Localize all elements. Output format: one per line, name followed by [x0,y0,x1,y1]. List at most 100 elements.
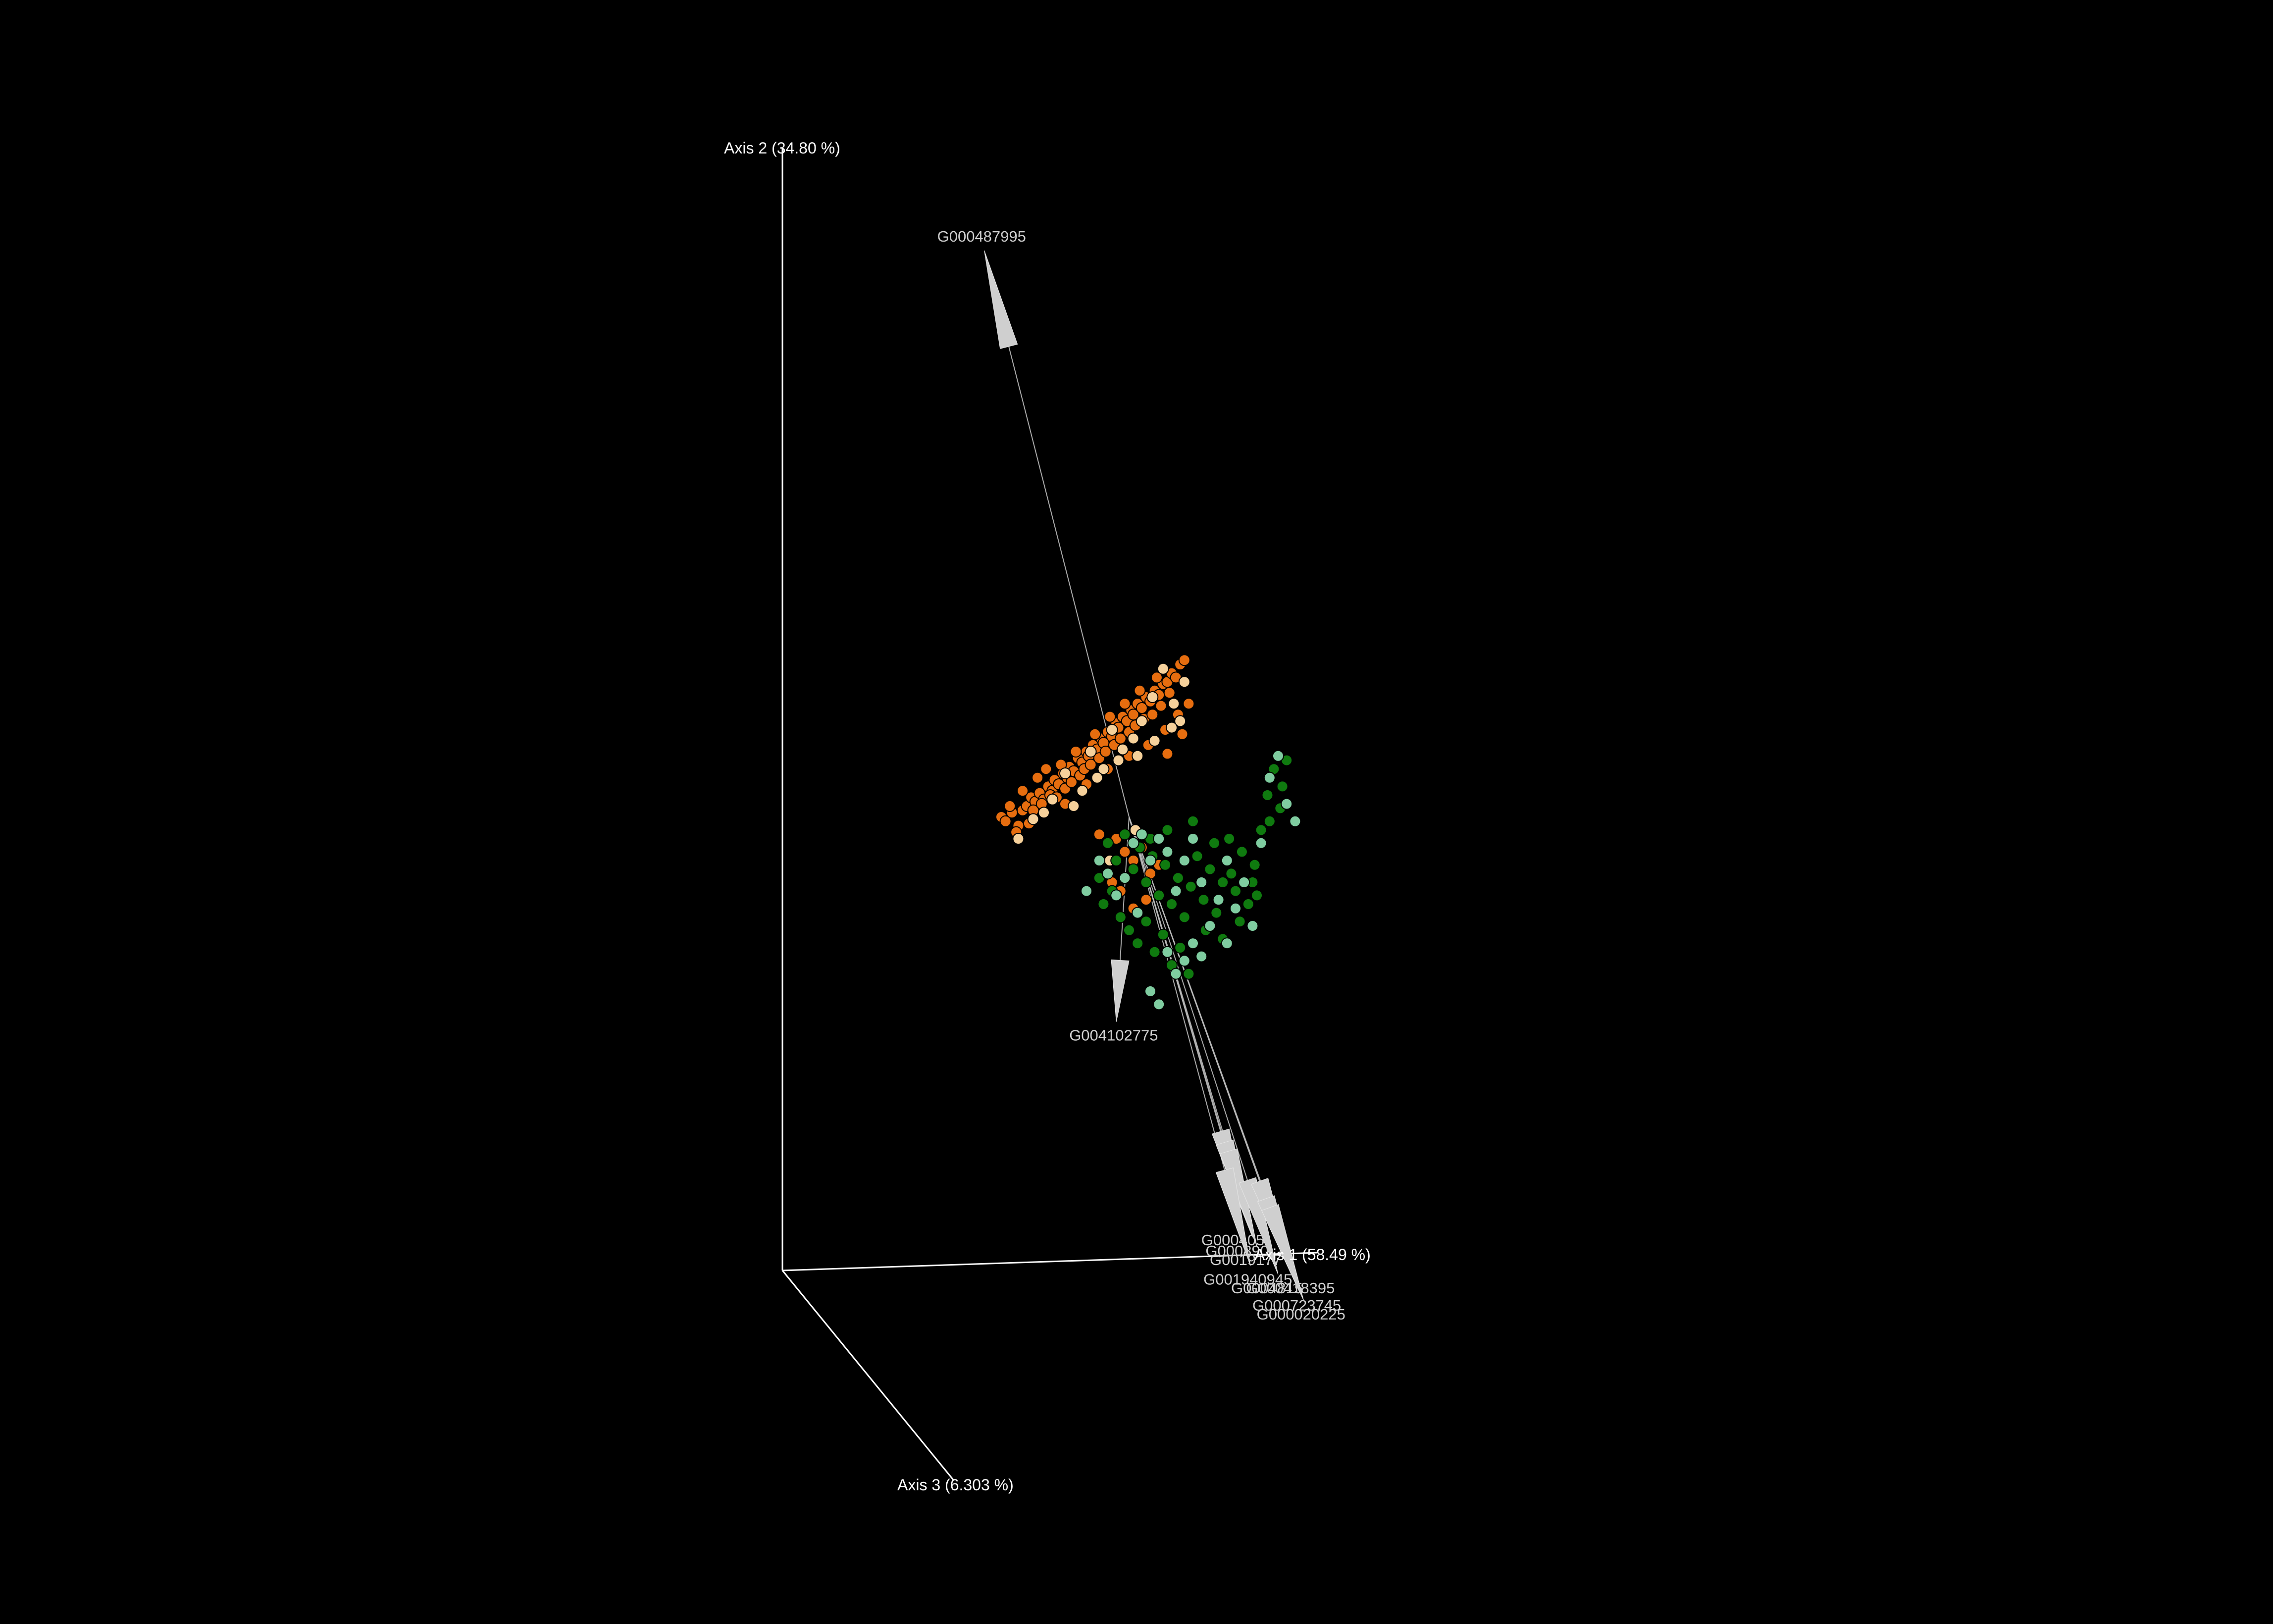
sample-point [1166,721,1178,734]
sample-point [1132,750,1144,762]
sample-point [1263,771,1276,784]
sample-point [1248,859,1261,871]
arrow-label: G000418395 [1246,1279,1335,1297]
sample-point [1197,894,1210,906]
sample-point [1027,813,1039,825]
sample-point [1157,928,1169,941]
axis-labels: Axis 2 (34.80 %) Axis 1 (58.49 %) Axis 3… [724,139,1371,1494]
sample-point [1106,724,1118,736]
sample-point [1187,833,1199,845]
sample-point [1204,920,1216,932]
sample-point [1119,872,1131,884]
sample-point [1119,846,1131,858]
sample-point [1040,763,1052,775]
sample-point [1148,735,1161,747]
sample-point [1178,654,1190,666]
sample-point [1119,698,1131,710]
arrow-label: G004102775 [1069,1027,1158,1044]
sample-point [1225,867,1238,880]
sample-point [1163,687,1176,699]
axis-3-line [781,1270,955,1481]
arrow-label: G001940945 [1203,1270,1292,1288]
sample-point [1155,700,1167,712]
sample-point [1183,698,1195,710]
sample-point [1174,715,1187,727]
sample-point [1178,955,1190,967]
sample-point [1172,872,1184,884]
sample-point [1238,876,1250,888]
sample-point [1046,793,1059,806]
loading-arrow-head [1111,959,1130,1022]
sample-point [1140,915,1152,928]
loading-arrow-head [984,250,1018,349]
sample-point [1104,710,1116,723]
axis-1-line [782,1252,1318,1271]
sample-point [1059,767,1071,779]
sample-point [1093,828,1105,841]
sample-point [1289,815,1301,827]
sample-point [1146,709,1159,721]
sample-point [1276,780,1289,793]
sample-point [1081,885,1092,897]
sample-point [1132,937,1144,950]
sample-point [1085,759,1097,771]
loading-arrow-head [1261,1204,1304,1301]
sample-point [1112,754,1125,766]
sample-point [1246,920,1259,932]
sample-point [1166,898,1178,910]
sample-point [1170,885,1182,897]
sample-point [1255,837,1267,849]
sample-point [1242,898,1254,910]
sample-point [1114,911,1127,923]
sample-point [1261,789,1274,801]
sample-point [1076,785,1088,797]
sample-point [1161,748,1174,760]
sample-point [1123,924,1135,936]
sample-point [1148,946,1161,958]
sample-point [1119,828,1131,841]
sample-point [1178,911,1190,923]
arrow-heads [984,250,1304,1301]
sample-point [1144,985,1156,997]
sample-point [1210,907,1223,919]
sample-point [1102,867,1114,880]
sample-point [1140,876,1152,888]
sample-point [1012,833,1025,845]
sample-point [1161,846,1174,858]
sample-point [1153,998,1165,1011]
sample-point [1255,824,1267,836]
sample-point [1272,750,1284,762]
sample-point [1191,850,1203,863]
sample-point [1230,902,1241,914]
sample-point [1150,671,1163,684]
sample-point [1093,855,1105,866]
sample-point [1185,880,1197,893]
sample-point [1068,800,1080,812]
axes [781,149,1318,1481]
sample-point [1136,715,1148,727]
sample-point [1153,889,1165,902]
sample-point [1110,855,1123,866]
arrow-label: G000020225 [1257,1306,1345,1323]
sample-point [1017,785,1029,797]
sample-point [1091,771,1103,784]
sample-point [1102,837,1114,849]
sample-point [1281,798,1293,810]
sample-point [1146,691,1159,703]
sample-point [1183,967,1195,980]
sample-point [1157,662,1169,675]
sample-point [1230,885,1241,897]
sample-point [1097,763,1110,775]
sample-point [1251,889,1263,902]
sample-point [1161,824,1174,836]
sample-point [1144,855,1156,866]
sample-point [1089,728,1101,740]
sample-point [1153,833,1165,845]
arrow-label: G000723745 [1252,1297,1341,1314]
sample-point [1038,807,1050,819]
sample-point [1004,800,1016,812]
sample-point [1127,732,1139,745]
sample-point [1176,728,1188,740]
arrow-label: G0004815 [1231,1279,1303,1297]
